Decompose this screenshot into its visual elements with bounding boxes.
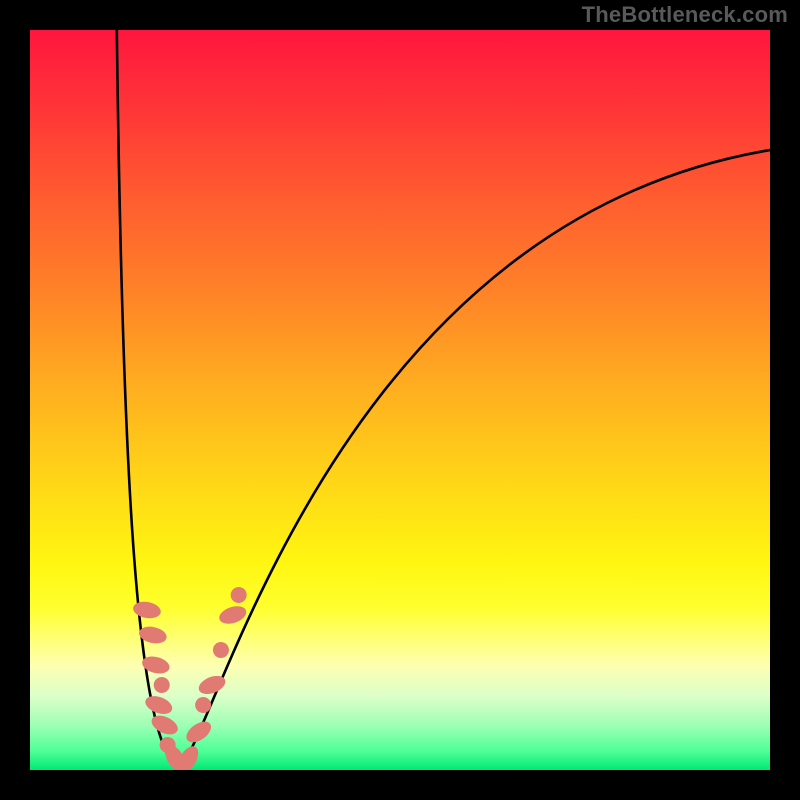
gradient-background <box>30 30 770 770</box>
watermark-text: TheBottleneck.com <box>582 2 788 28</box>
chart-canvas: TheBottleneck.com <box>0 0 800 800</box>
plot-area <box>30 30 770 770</box>
